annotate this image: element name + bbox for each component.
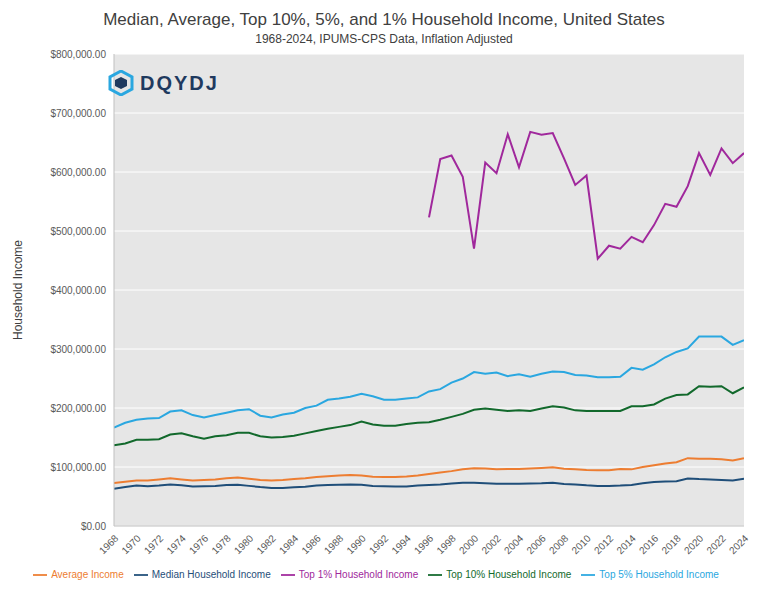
svg-text:1988: 1988 [322, 532, 346, 556]
svg-text:1978: 1978 [209, 532, 233, 556]
svg-text:1980: 1980 [232, 532, 256, 556]
svg-text:2018: 2018 [659, 532, 683, 556]
svg-text:1984: 1984 [277, 532, 301, 556]
svg-text:$700,000.00: $700,000.00 [50, 108, 106, 119]
html-text:Top 10% Household Income: Top 10% Household Income [446, 568, 572, 580]
html-text:Top 1% Household Income: Top 1% Household Income [298, 568, 419, 580]
html-text:Median Household Income: Median Household Income [151, 568, 271, 580]
svg-text:1992: 1992 [367, 532, 391, 556]
svg-text:2010: 2010 [569, 532, 593, 556]
svg-text:2006: 2006 [524, 532, 548, 556]
svg-text:2000: 2000 [457, 532, 481, 556]
svg-text:2022: 2022 [704, 532, 728, 556]
svg-text:$800,000.00: $800,000.00 [50, 49, 106, 60]
svg-text:1998: 1998 [434, 532, 458, 556]
svg-text:1982: 1982 [254, 532, 278, 556]
html-text:Top 5% Household Income: Top 5% Household Income [599, 568, 719, 580]
html-text:DQYDJ: DQYDJ [140, 71, 219, 94]
svg-text:$500,000.00: $500,000.00 [50, 226, 106, 237]
svg-text:1970: 1970 [119, 532, 143, 556]
svg-text:2020: 2020 [682, 532, 706, 556]
html-text:1968-2024, IPUMS-CPS Data, Inf: 1968-2024, IPUMS-CPS Data, Inflation Adj… [255, 32, 513, 46]
svg-text:1968: 1968 [97, 532, 121, 556]
svg-text:$300,000.00: $300,000.00 [50, 344, 106, 355]
svg-text:1986: 1986 [299, 532, 323, 556]
svg-text:2014: 2014 [614, 532, 638, 556]
svg-text:$100,000.00: $100,000.00 [50, 462, 106, 473]
svg-text:1972: 1972 [142, 532, 166, 556]
svg-text:1994: 1994 [389, 532, 413, 556]
svg-text:1974: 1974 [164, 532, 188, 556]
svg-text:$600,000.00: $600,000.00 [50, 167, 106, 178]
svg-text:2024: 2024 [727, 532, 751, 556]
svg-text:$400,000.00: $400,000.00 [50, 285, 106, 296]
svg-text:1990: 1990 [344, 532, 368, 556]
svg-text:$200,000.00: $200,000.00 [50, 403, 106, 414]
html-text:Median, Average, Top 10%, 5%,: Median, Average, Top 10%, 5%, and 1% Hou… [103, 10, 665, 29]
svg-text:1976: 1976 [187, 532, 211, 556]
svg-text:2002: 2002 [479, 532, 503, 556]
svg-text:2012: 2012 [592, 532, 616, 556]
svg-text:Household Income: Household Income [11, 240, 25, 340]
svg-text:$0.00: $0.00 [81, 521, 106, 532]
svg-text:2016: 2016 [637, 532, 661, 556]
svg-text:2004: 2004 [502, 532, 526, 556]
svg-text:1996: 1996 [412, 532, 436, 556]
svg-text:2008: 2008 [547, 532, 571, 556]
html-text:Average Income: Average Income [51, 568, 124, 580]
